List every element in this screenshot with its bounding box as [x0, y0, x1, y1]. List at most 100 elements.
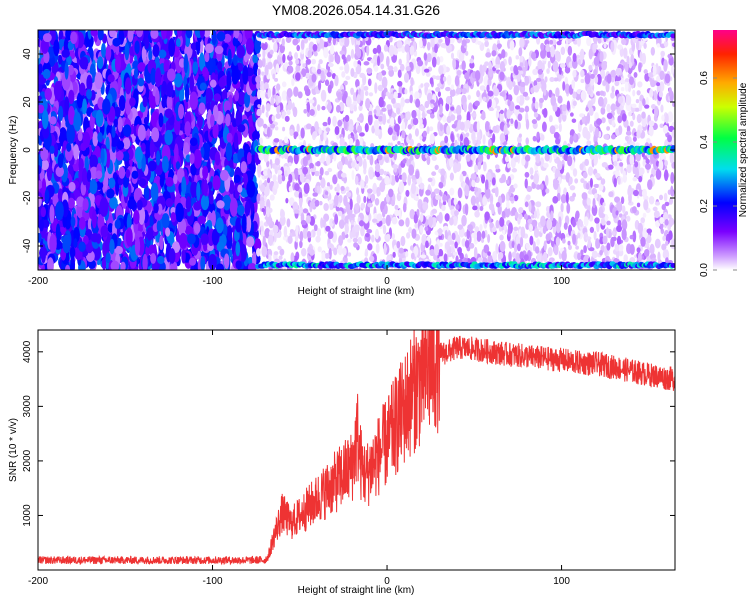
- heatmap-cell: [471, 112, 477, 118]
- heatmap-cell: [216, 31, 226, 42]
- heatmap-cell: [661, 114, 665, 122]
- heatmap-cell: [112, 37, 121, 47]
- heatmap-cell: [545, 205, 550, 213]
- heatmap-cell: [187, 233, 196, 245]
- heatmap-cell: [487, 234, 491, 243]
- heatmap-cell: [636, 113, 642, 124]
- heatmap-cell: [459, 173, 464, 183]
- heatmap-cell: [82, 131, 91, 149]
- heatmap-cell: [100, 148, 105, 165]
- heatmap-cell: [632, 136, 637, 142]
- heatmap-cell: [374, 197, 380, 206]
- heatmap-cell: [586, 86, 592, 96]
- heatmap-cell: [397, 80, 403, 87]
- heatmap-cell: [445, 86, 451, 92]
- heatmap-cell: [614, 80, 620, 87]
- heatmap-cell: [38, 232, 42, 243]
- heatmap-cell: [282, 126, 286, 132]
- heatmap-cell: [184, 121, 191, 137]
- heatmap-cell: [225, 142, 233, 162]
- heatmap-cell: [579, 220, 584, 228]
- heatmap-cell: [208, 181, 213, 190]
- heatmap-cell: [499, 234, 504, 241]
- heatmap-cell: [114, 245, 123, 255]
- heatmap-cell: [118, 166, 126, 179]
- heatmap-cell: [193, 148, 202, 169]
- heatmap-cell: [431, 56, 437, 68]
- heatmap-cell: [601, 161, 608, 168]
- heatmap-cell: [219, 169, 229, 181]
- heatmap-cell: [453, 210, 459, 216]
- heatmap-cell: [193, 201, 202, 211]
- heatmap-cell: [314, 199, 320, 207]
- heatmap-cell: [569, 112, 574, 117]
- heatmap-cell: [560, 194, 567, 204]
- heatmap-cell: [117, 116, 123, 133]
- heatmap-cell: [480, 174, 486, 184]
- heatmap-cell: [47, 257, 54, 270]
- heatmap-cell: [240, 161, 248, 174]
- heatmap-cell: [461, 60, 466, 71]
- heatmap-cell: [261, 71, 265, 76]
- heatmap-cell: [81, 167, 88, 186]
- heatmap-cell: [635, 98, 640, 104]
- heatmap-cell: [489, 195, 494, 201]
- heatmap-cell: [226, 132, 233, 143]
- heatmap-cell: [237, 124, 246, 133]
- heatmap-cell: [414, 128, 419, 137]
- heatmap-cell: [662, 235, 667, 242]
- heatmap-cell: [70, 216, 76, 228]
- heatmap-cell: [337, 210, 343, 217]
- heatmap-cell: [649, 88, 654, 98]
- heatmap-cell: [586, 140, 592, 147]
- heatmap-cell: [133, 67, 139, 80]
- heatmap-cell: [660, 104, 664, 113]
- heatmap-cell: [366, 154, 371, 160]
- heatmap-cell: [363, 85, 369, 91]
- heatmap-cell: [86, 34, 94, 48]
- heatmap-cell: [628, 111, 632, 117]
- heatmap-cell: [499, 109, 504, 115]
- heatmap-cell: [162, 80, 167, 93]
- heatmap-cell: [321, 251, 326, 263]
- heatmap-cell: [450, 106, 455, 111]
- heatmap-cell: [221, 89, 228, 101]
- heatmap-cell: [150, 182, 159, 202]
- heatmap-cell: [629, 154, 635, 166]
- heatmap-cell: [117, 76, 122, 89]
- heatmap-cell: [374, 82, 378, 94]
- heatmap-cell: [650, 46, 656, 56]
- heatmap-cell: [197, 215, 207, 225]
- heatmap-cell: [566, 203, 571, 214]
- heatmap-cell: [277, 245, 282, 251]
- heatmap-cell: [324, 252, 330, 259]
- heatmap-cell: [365, 232, 370, 238]
- heatmap-cell: [622, 174, 628, 183]
- heatmap-cell: [603, 97, 608, 106]
- heatmap-cell: [346, 191, 352, 198]
- heatmap-cell: [158, 49, 167, 59]
- heatmap-cell: [423, 82, 430, 88]
- heatmap-cell: [216, 200, 225, 209]
- heatmap-cell: [503, 225, 507, 231]
- heatmap-cell: [95, 170, 103, 180]
- heatmap-cell: [610, 92, 615, 99]
- heatmap-cell: [569, 185, 576, 191]
- heatmap-cell: [273, 180, 279, 190]
- heatmap-cell: [226, 70, 232, 91]
- heatmap-cell: [99, 196, 109, 217]
- heatmap-cell: [636, 247, 641, 253]
- heatmap-cell: [318, 59, 323, 65]
- heatmap-cell: [281, 81, 287, 88]
- heatmap-cell: [420, 254, 427, 259]
- heatmap-cell: [545, 174, 549, 187]
- heatmap-cell: [364, 251, 368, 257]
- heatmap-cell: [363, 195, 367, 204]
- heatmap-cell: [78, 241, 86, 252]
- heatmap-cell: [124, 77, 132, 95]
- heatmap-cell: [663, 192, 668, 202]
- heatmap-cell: [593, 183, 600, 189]
- heatmap-cell: [161, 213, 170, 229]
- heatmap-cell: [344, 36, 350, 48]
- heatmap-cell: [90, 232, 100, 243]
